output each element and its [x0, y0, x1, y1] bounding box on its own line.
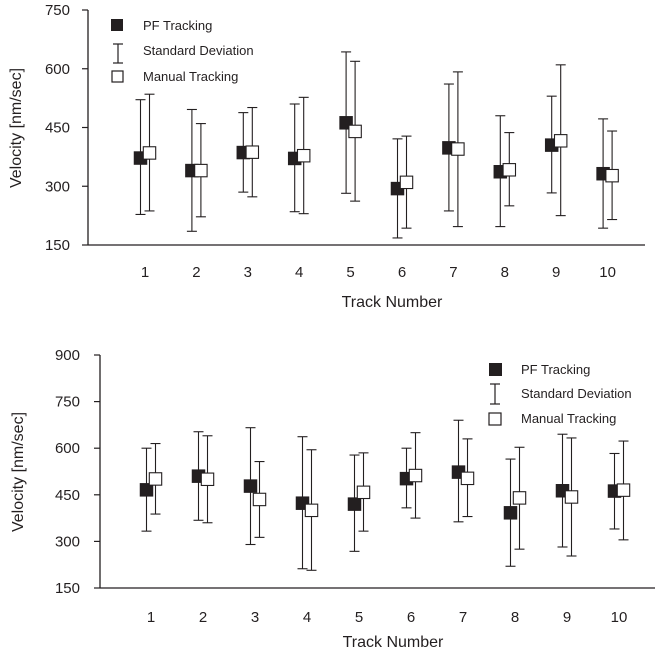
x-axis-label: Track Number	[343, 634, 444, 651]
manual-point	[200, 472, 215, 487]
legend-sd-label: Standard Deviation	[521, 386, 632, 401]
manual-point	[451, 142, 465, 156]
y-axis-label: Velocity [nm/sec]	[10, 412, 27, 532]
x-tick-label: 6	[398, 264, 406, 281]
manual-point	[553, 134, 568, 148]
y-tick-labels: 150 300 450 600 750	[45, 2, 88, 254]
legend-pf-marker	[111, 19, 123, 31]
x-tick-label: 1	[141, 264, 149, 281]
manual-point	[460, 471, 475, 486]
legend: PF Tracking Standard Deviation Manual Tr…	[111, 18, 254, 84]
manual-point	[148, 472, 163, 486]
x-tick-label: 5	[355, 609, 363, 626]
x-tick-label: 10	[599, 264, 616, 281]
y-tick-label: 750	[55, 394, 80, 411]
x-tick-label: 8	[501, 264, 509, 281]
x-tick-label: 6	[407, 609, 415, 626]
pf-point	[347, 497, 362, 511]
pf-point	[503, 506, 518, 520]
x-tick-label: 4	[303, 609, 311, 626]
manual-point	[296, 148, 311, 163]
x-tick-label: 7	[449, 264, 457, 281]
manual-point	[512, 491, 527, 505]
legend-pf-label: PF Tracking	[143, 18, 212, 33]
manual-point	[194, 163, 208, 178]
y-tick-label: 450	[45, 120, 70, 137]
y-tick-label: 450	[55, 487, 80, 504]
x-tick-label: 10	[611, 609, 628, 626]
y-tick-label: 150	[45, 237, 70, 254]
pf-point	[243, 479, 258, 493]
y-axis-label: Velocity [nm/sec]	[8, 68, 25, 188]
manual-point	[304, 503, 319, 518]
x-axis-label: Track Number	[342, 294, 443, 311]
x-tick-label: 2	[192, 264, 200, 281]
y-tick-label: 750	[45, 2, 70, 19]
x-tick-label: 8	[511, 609, 519, 626]
data-marks	[139, 419, 631, 571]
velocity-chart-top: 150 300 450 600 750 1 2 3 4 5 6 7 8 9 10 Velocity [nm…	[8, 2, 645, 311]
legend-pf-marker	[489, 363, 502, 376]
x-tick-label: 3	[244, 264, 252, 281]
manual-point	[502, 163, 517, 177]
manual-point	[142, 146, 157, 160]
x-tick-label: 2	[199, 609, 207, 626]
x-tick-label: 5	[346, 264, 354, 281]
y-tick-label: 150	[55, 580, 80, 597]
x-tick-label: 1	[147, 609, 155, 626]
manual-point	[245, 145, 260, 159]
x-tick-labels: 1 2 3 4 5 6 7 8 9 10	[147, 609, 628, 626]
legend-manual-label: Manual Tracking	[143, 69, 238, 84]
x-tick-label: 7	[459, 609, 467, 626]
manual-point	[399, 175, 414, 190]
manual-point	[252, 492, 267, 507]
velocity-chart-bottom: 150 300 450 600 750 900 1 2 3 4 5 6 7 8 9 10 Velocity …	[10, 347, 655, 651]
legend-manual-marker	[111, 70, 124, 83]
y-tick-label: 900	[55, 347, 80, 364]
y-tick-label: 300	[55, 533, 80, 550]
legend-manual-marker	[488, 412, 502, 426]
manual-point	[605, 168, 619, 183]
manual-point	[616, 483, 631, 497]
legend-pf-label: PF Tracking	[521, 362, 590, 377]
data-marks	[133, 51, 619, 239]
y-tick-label: 300	[45, 178, 70, 195]
y-tick-labels: 150 300 450 600 750 900	[55, 347, 100, 597]
legend-sd-label: Standard Deviation	[143, 43, 254, 58]
manual-point	[356, 485, 371, 500]
x-tick-label: 9	[552, 264, 560, 281]
legend-manual-label: Manual Tracking	[521, 411, 616, 426]
pf-point	[139, 483, 154, 497]
x-tick-label: 3	[251, 609, 259, 626]
y-tick-label: 600	[55, 440, 80, 457]
manual-point	[564, 490, 579, 504]
legend: PF Tracking Standard Deviation Manual Tr…	[488, 362, 632, 426]
x-tick-label: 4	[295, 264, 303, 281]
manual-point	[348, 124, 362, 139]
x-tick-label: 9	[563, 609, 571, 626]
manual-point	[408, 468, 423, 483]
x-tick-labels: 1 2 3 4 5 6 7 8 9 10	[141, 264, 616, 281]
y-tick-label: 600	[45, 61, 70, 78]
